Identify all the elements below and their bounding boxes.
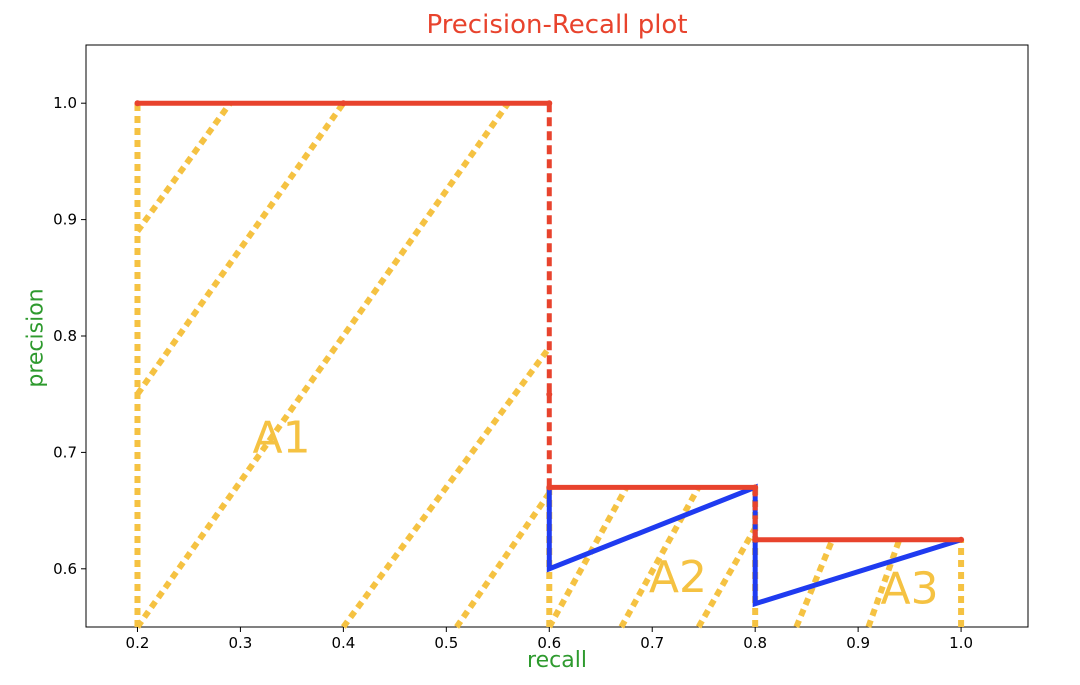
x-tick-label: 0.6 [537, 634, 561, 652]
area-label-a2: A2 [649, 552, 707, 603]
x-tick-label: 1.0 [949, 634, 973, 652]
interp-precision-point-6 [752, 484, 759, 491]
area-label-a1: A1 [253, 412, 311, 463]
interp-precision-point-1 [134, 100, 141, 107]
interp-precision-point-8 [958, 536, 965, 543]
x-axis-label: recall [527, 648, 587, 673]
x-tick-label: 0.3 [228, 634, 252, 652]
area-hatch-group [134, 101, 965, 629]
x-tick-label: 0.9 [846, 634, 870, 652]
y-tick-label: 0.8 [53, 327, 77, 345]
x-tick-label: 0.5 [434, 634, 458, 652]
raw-precision-line [546, 483, 962, 608]
axis-ticks-group: 0.2 0.3 0.4 0.5 0.6 0.7 0.8 0.9 1.0 0.6 0.7 0.8 0.9 1… [53, 94, 973, 652]
y-axis-label: precision [23, 288, 49, 388]
interp-precision-point-5 [546, 484, 553, 491]
area-hatch-line-1 [135, 101, 233, 233]
area-hatch-line-6 [546, 485, 630, 629]
chart-title: Precision-Recall plot [426, 10, 688, 40]
interp-precision-point-4 [546, 391, 553, 398]
series-group [134, 100, 965, 608]
area-hatch-line-5 [454, 491, 552, 629]
y-tick-label: 0.9 [53, 211, 77, 229]
y-tick-label: 1.0 [53, 94, 77, 112]
x-tick-label: 0.4 [331, 634, 355, 652]
x-tick-label: 0.7 [640, 634, 664, 652]
area-hatch-line-7 [618, 485, 702, 629]
area-hatch-line-10 [865, 538, 903, 629]
interp-precision-point-3 [546, 100, 553, 107]
interp-precision-point-2 [340, 100, 347, 107]
area-hatch-line-2 [135, 101, 346, 396]
area-hatch-line-9 [793, 538, 836, 629]
y-tick-label: 0.6 [53, 560, 77, 578]
x-tick-label: 0.2 [126, 634, 150, 652]
y-tick-label: 0.7 [53, 443, 77, 461]
area-label-a3: A3 [881, 564, 939, 615]
area-hatch-line-3 [135, 101, 511, 629]
interp-precision-point-7 [752, 536, 759, 543]
x-tick-label: 0.8 [743, 634, 767, 652]
annotations-group: A1 A2 A3 [253, 412, 939, 614]
area-hatch-line-4 [340, 345, 552, 629]
area-hatch-line-8 [695, 526, 758, 629]
